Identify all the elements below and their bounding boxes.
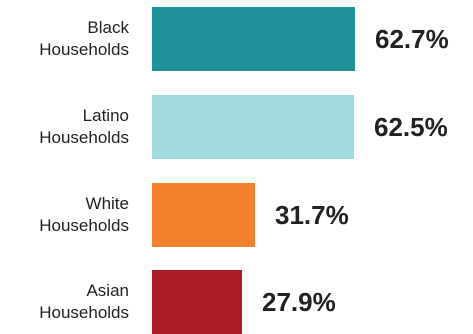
category-label-line: Black (87, 18, 129, 37)
bar (152, 7, 355, 71)
category-label: Asian Households (0, 280, 129, 324)
category-label-line: Households (39, 128, 129, 147)
category-label-line: Latino (82, 106, 129, 125)
value-label: 31.7% (275, 200, 349, 230)
value-label: 62.7% (375, 24, 449, 54)
category-label: Black Households (0, 17, 129, 61)
category-label-line: Households (39, 216, 129, 235)
bar (152, 183, 255, 247)
category-label-line: Asian (86, 281, 129, 300)
value-label: 27.9% (262, 287, 336, 317)
bar (152, 270, 242, 334)
category-label-line: White (85, 194, 129, 213)
category-label-line: Households (39, 40, 129, 59)
bar (152, 95, 354, 159)
category-label: Latino Households (0, 105, 129, 149)
category-label-line: Households (39, 303, 129, 322)
value-label: 62.5% (374, 112, 448, 142)
category-label: White Households (0, 193, 129, 237)
